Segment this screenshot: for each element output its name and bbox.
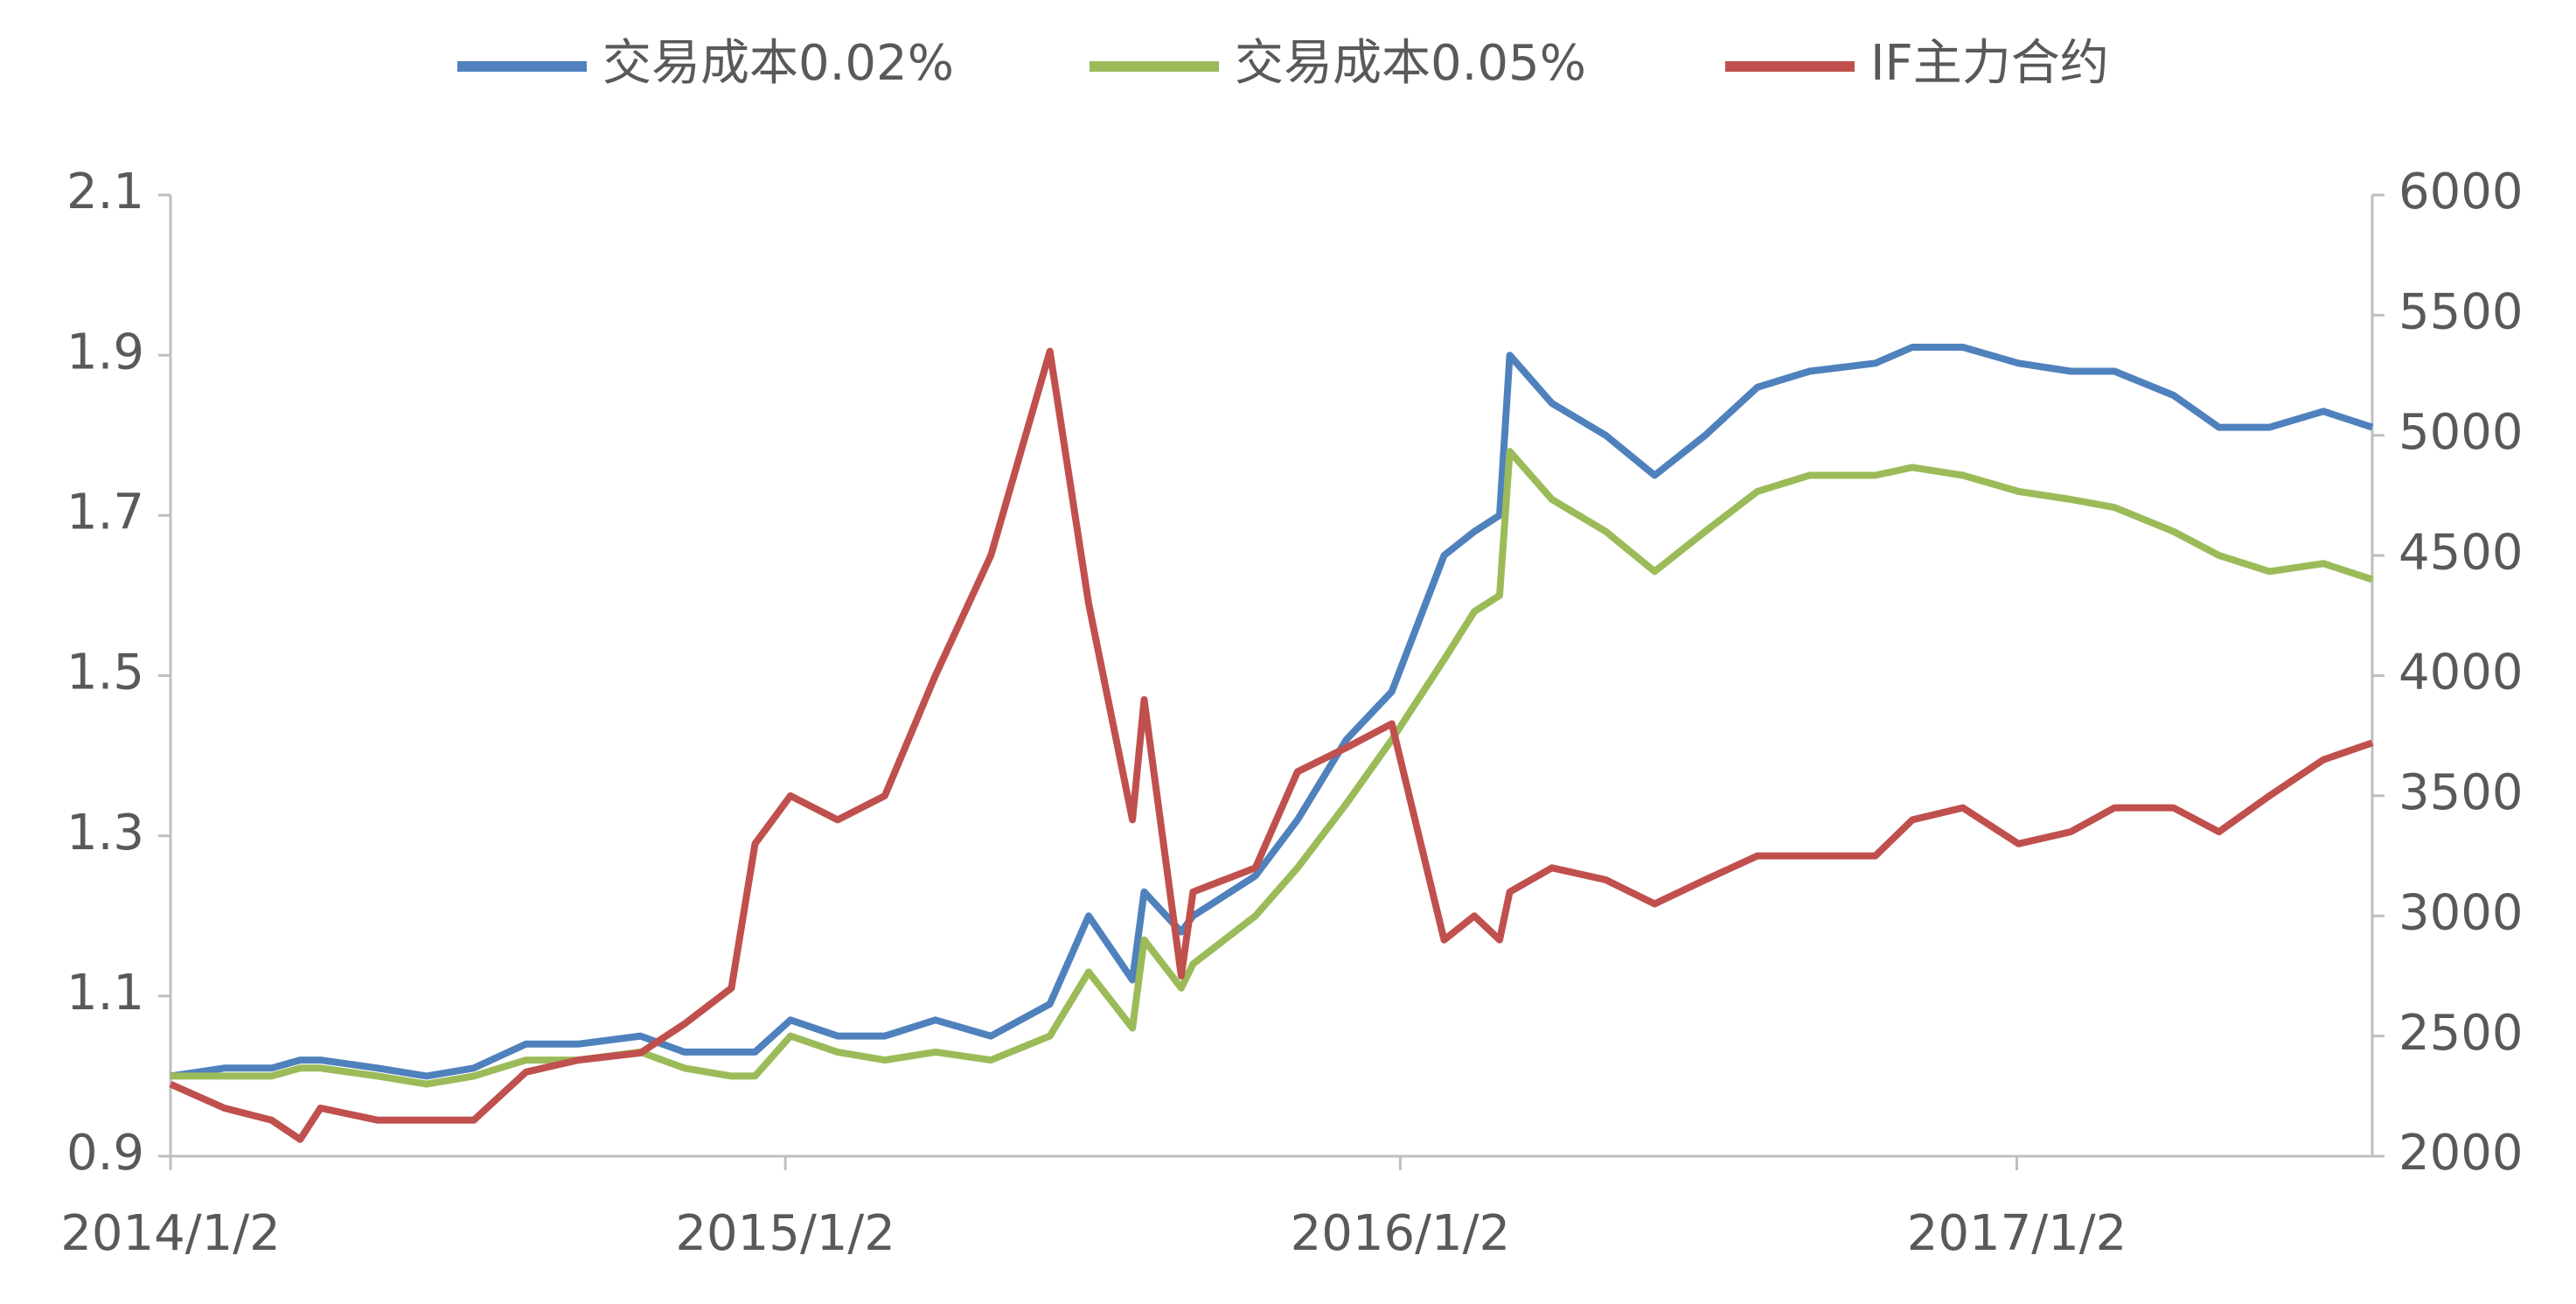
y-tick-label: 0.9 <box>66 1125 144 1182</box>
legend-item: 交易成本0.02% <box>457 35 954 92</box>
y2-tick-label: 3000 <box>2398 884 2524 941</box>
legend-label: IF主力合约 <box>1870 35 2109 92</box>
y2-tick-label: 3500 <box>2398 764 2524 821</box>
y-tick-label: 1.1 <box>66 965 144 1022</box>
y2-tick-label: 5500 <box>2398 284 2524 341</box>
x-tick-label: 2015/1/2 <box>675 1205 895 1262</box>
x-tick-label: 2017/1/2 <box>1907 1205 2127 1262</box>
y2-tick-label: 2000 <box>2398 1125 2524 1182</box>
legend-label: 交易成本0.05% <box>1235 35 1586 92</box>
y-tick-label: 1.5 <box>66 645 144 701</box>
y-tick-label: 1.9 <box>66 324 144 380</box>
legend-item: IF主力合约 <box>1725 35 2109 92</box>
x-tick-label: 2014/1/2 <box>60 1205 281 1262</box>
y2-tick-label: 4000 <box>2398 645 2524 701</box>
legend-label: 交易成本0.02% <box>602 35 954 92</box>
y2-tick-label: 6000 <box>2398 164 2524 220</box>
legend-item: 交易成本0.05% <box>1090 35 1586 92</box>
y-tick-label: 2.1 <box>66 164 144 220</box>
y-tick-label: 1.3 <box>66 805 144 861</box>
y2-tick-label: 5000 <box>2398 404 2524 461</box>
x-tick-label: 2016/1/2 <box>1291 1205 1511 1262</box>
series-line <box>171 448 2374 1088</box>
y2-tick-label: 4500 <box>2398 524 2524 581</box>
y-tick-label: 1.7 <box>66 484 144 540</box>
series-line <box>170 344 2374 1080</box>
series-line <box>169 347 2374 1143</box>
y2-tick-label: 2500 <box>2398 1005 2524 1062</box>
